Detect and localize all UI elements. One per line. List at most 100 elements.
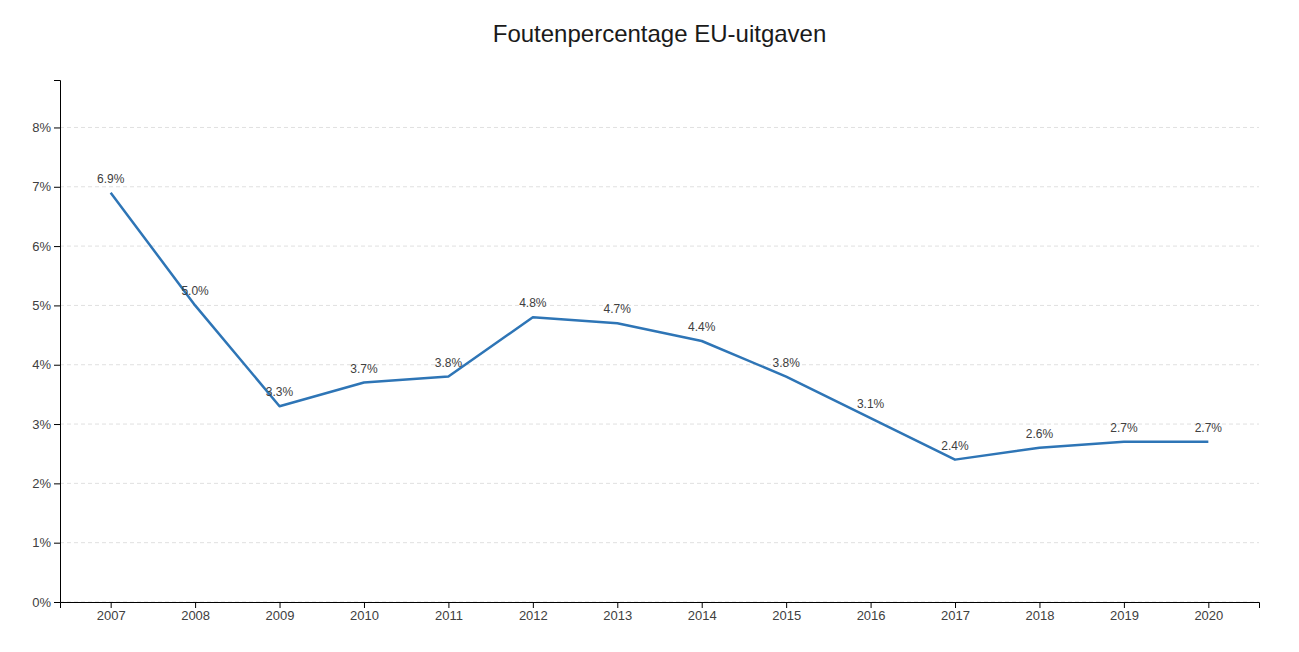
tick-mark	[533, 602, 534, 608]
tick-label: 2020	[1194, 608, 1223, 623]
tick-mark	[54, 424, 60, 425]
data-label: 4.4%	[688, 320, 716, 334]
tick-label: 7%	[32, 179, 51, 194]
tick-mark	[786, 602, 787, 608]
data-label: 5.0%	[181, 284, 209, 298]
tick-label: 2009	[266, 608, 295, 623]
tick: 2007	[97, 602, 126, 623]
tick: 2020	[1194, 602, 1223, 623]
tick: 2017	[941, 602, 970, 623]
grid-line	[60, 305, 1259, 306]
tick: 3%	[32, 417, 60, 432]
y-axis: 0% 1% 2% 3% 4% 5% 6% 7% 8%	[32, 81, 60, 610]
grid-line	[60, 542, 1259, 543]
tick: 1%	[32, 535, 60, 550]
data-label: 3.8%	[435, 356, 463, 370]
axis-line	[54, 81, 61, 603]
tick: 2011	[435, 602, 463, 623]
tick-label: 6%	[32, 239, 51, 254]
tick-mark	[54, 246, 60, 247]
tick-label: 2%	[32, 476, 51, 491]
tick: 2010	[350, 602, 379, 623]
tick-mark	[1039, 602, 1040, 608]
data-label: 2.7%	[1110, 421, 1138, 435]
grid-line	[60, 424, 1259, 425]
chart-container: 2007 2008 2009 2010 2011 2012 2013 2014 2015 2016…	[0, 0, 1299, 652]
tick-label: 2018	[1026, 608, 1055, 623]
tick-mark	[280, 602, 281, 608]
tick: 2008	[181, 602, 210, 623]
line	[111, 193, 1209, 460]
tick-mark	[364, 602, 365, 608]
tick-mark	[54, 543, 60, 544]
tick: 2013	[603, 602, 632, 623]
tick-label: 2007	[97, 608, 126, 623]
tick: 2012	[519, 602, 548, 623]
tick-label: 2019	[1110, 608, 1139, 623]
tick-label: 2013	[603, 608, 632, 623]
tick-mark	[54, 483, 60, 484]
tick: 2015	[772, 602, 801, 623]
data-label: 2.6%	[1026, 427, 1054, 441]
tick-label: 2015	[772, 608, 801, 623]
data-label: 3.7%	[350, 362, 378, 376]
data-label: 4.8%	[519, 296, 547, 310]
grid-line	[60, 483, 1259, 484]
tick-mark	[195, 602, 196, 608]
tick-mark	[1208, 602, 1209, 608]
tick: 2%	[32, 476, 60, 491]
marks	[111, 193, 1209, 460]
tick: 2014	[688, 602, 717, 623]
grid-line	[60, 246, 1259, 247]
tick-mark	[955, 602, 956, 608]
tick: 7%	[32, 179, 60, 194]
title: Foutenpercentage EU-uitgaven	[493, 20, 827, 47]
data-label: 2.4%	[941, 439, 969, 453]
chart-svg: 2007 2008 2009 2010 2011 2012 2013 2014 2015 2016…	[0, 0, 1299, 652]
tick: 2009	[266, 602, 295, 623]
grid	[60, 127, 1259, 602]
plot-area: 2007 2008 2009 2010 2011 2012 2013 2014 2015 2016…	[32, 81, 1259, 624]
data-label: 6.9%	[97, 172, 125, 186]
tick-label: 5%	[32, 298, 51, 313]
tick-mark	[702, 602, 703, 608]
tick-mark	[871, 602, 872, 608]
tick-mark	[111, 602, 112, 608]
tick-mark	[1124, 602, 1125, 608]
tick-label: 8%	[32, 120, 51, 135]
x-axis: 2007 2008 2009 2010 2011 2012 2013 2014 2015 2016…	[61, 602, 1260, 623]
tick-label: 4%	[32, 357, 51, 372]
tick: 2019	[1110, 602, 1139, 623]
data-label: 4.7%	[604, 302, 632, 316]
data-label: 3.3%	[266, 385, 294, 399]
axis-line	[61, 603, 1260, 609]
tick-label: 2012	[519, 608, 548, 623]
tick-mark	[448, 602, 449, 608]
tick: 2016	[857, 602, 886, 623]
tick-mark	[54, 365, 60, 366]
tick: 2018	[1026, 602, 1055, 623]
tick-mark	[54, 127, 60, 128]
data-labels: 6.9%5.0%3.3%3.7%3.8%4.8%4.7%4.4%3.8%3.1%…	[97, 172, 1222, 453]
tick-mark	[54, 305, 60, 306]
tick: 5%	[32, 298, 60, 313]
tick: 0%	[32, 595, 60, 610]
tick: 8%	[32, 120, 60, 135]
tick-label: 0%	[32, 595, 51, 610]
tick: 4%	[32, 357, 60, 372]
tick-label: 2014	[688, 608, 717, 623]
tick: 6%	[32, 239, 60, 254]
tick-label: 2008	[181, 608, 210, 623]
tick-label: 2010	[350, 608, 379, 623]
tick-label: 2011	[435, 608, 463, 623]
tick-mark	[54, 602, 60, 603]
tick-label: 1%	[32, 535, 51, 550]
tick-label: 2016	[857, 608, 886, 623]
data-label: 2.7%	[1195, 421, 1223, 435]
grid-line	[60, 186, 1259, 187]
grid-line	[60, 364, 1259, 365]
data-label: 3.1%	[857, 397, 885, 411]
tick-label: 3%	[32, 417, 51, 432]
tick-mark	[617, 602, 618, 608]
tick-mark	[54, 187, 60, 188]
